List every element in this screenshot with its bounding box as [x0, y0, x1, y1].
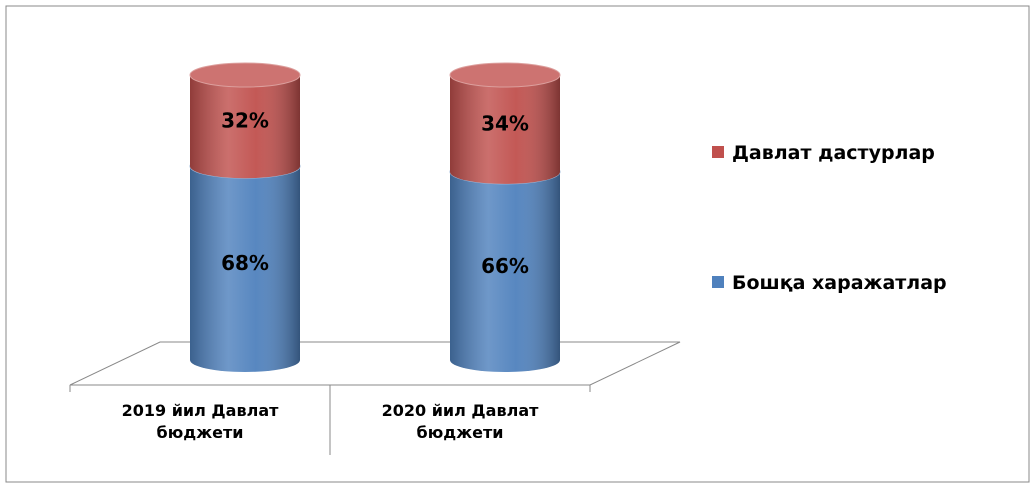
legend-label: Бошқа харажатлар	[732, 272, 947, 294]
x-tick-label: 2020 йил Давлат бюджети	[381, 401, 539, 442]
data-label: 32%	[221, 109, 269, 133]
cylinder-shade	[190, 166, 300, 372]
x-tick-label: 2019 йил Давлат бюджети	[121, 401, 279, 442]
legend-label: Давлат дастурлар	[732, 142, 935, 164]
data-label: 68%	[221, 251, 269, 275]
legend-swatch	[712, 146, 724, 158]
cylinder-shade	[450, 171, 560, 372]
floor	[69, 341, 681, 386]
data-label: 66%	[481, 254, 529, 278]
cylinder-top	[449, 62, 561, 88]
cylinder-shade	[190, 75, 300, 179]
cylinder-top	[189, 62, 301, 88]
cylinder-shade	[450, 75, 560, 184]
legend-swatch	[712, 276, 724, 288]
data-label: 34%	[481, 111, 529, 135]
